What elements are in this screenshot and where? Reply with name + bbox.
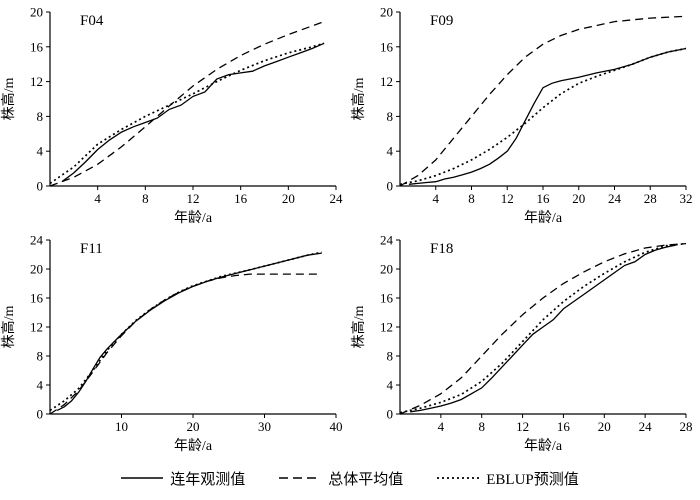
y-tick-label: 16 [380, 39, 394, 54]
y-tick-label: 16 [30, 39, 44, 54]
dotted-line-icon [437, 477, 480, 479]
y-tick-label: 20 [380, 262, 393, 277]
x-tick-label: 24 [608, 191, 622, 206]
y-tick-label: 24 [380, 233, 394, 248]
x-tick-label: 40 [330, 419, 343, 434]
y-tick-label: 12 [380, 74, 393, 89]
chart-f09: 4 8 12 16 20 24 28 32 0 4 8 12 16 20 年龄/a 株高/m F09 [350, 0, 700, 228]
y-tick-label: 0 [387, 407, 394, 422]
legend-item-eblup: EBLUP预测值 [437, 468, 579, 489]
legend-label-observed: 连年观测值 [170, 471, 246, 488]
series-dotted [49, 42, 325, 185]
x-tick-label: 16 [557, 419, 571, 434]
y-tick-label: 8 [37, 349, 44, 364]
y-tick-label: 24 [30, 233, 44, 248]
y-tick-label: 0 [387, 179, 394, 194]
x-tick-label: 4 [94, 191, 101, 206]
y-tick-label: 0 [37, 407, 44, 422]
panel-title: F18 [430, 241, 453, 257]
y-tick-label: 20 [30, 262, 43, 277]
chart-f18: 4 8 12 16 20 24 28 0 4 8 12 16 20 24 年龄/a 株高/m F18 [350, 228, 700, 456]
x-tick-label: 12 [187, 191, 200, 206]
y-tick-label: 12 [30, 74, 43, 89]
series-dotted [49, 251, 322, 412]
x-tick-label: 16 [537, 191, 551, 206]
series-solid [408, 47, 687, 185]
x-axis-label: 年龄/a [524, 438, 563, 454]
y-tick-label: 0 [37, 179, 44, 194]
chart-f18-svg: 4 8 12 16 20 24 28 0 4 8 12 16 20 24 年龄/a 株高/m F18 [350, 233, 693, 455]
y-tick-label: 8 [387, 349, 394, 364]
x-tick-label: 20 [187, 419, 200, 434]
x-tick-label: 10 [115, 419, 128, 434]
x-tick-label: 24 [330, 191, 344, 206]
y-axis-label: 株高/m [350, 78, 367, 121]
x-tick-label: 12 [516, 419, 529, 434]
y-tick-label: 20 [380, 5, 393, 20]
series-dashed [399, 242, 687, 415]
x-axis-label: 年龄/a [174, 210, 213, 226]
x-tick-label: 30 [258, 419, 271, 434]
x-tick-label: 32 [680, 191, 693, 206]
legend-label-mean: 总体平均值 [328, 471, 404, 488]
panel-title: F09 [430, 13, 453, 29]
x-axis-label: 年龄/a [524, 210, 563, 226]
y-axis-label: 株高/m [350, 306, 367, 349]
solid-line-icon [121, 477, 164, 479]
series-solid [61, 42, 325, 183]
legend-label-eblup: EBLUP预测值 [486, 471, 579, 488]
x-axis-label: 年龄/a [174, 438, 213, 454]
x-tick-label: 16 [234, 191, 248, 206]
series-dashed [399, 15, 687, 187]
x-tick-label: 28 [680, 419, 693, 434]
y-tick-label: 12 [380, 320, 393, 335]
y-tick-label: 8 [387, 109, 394, 124]
x-tick-label: 20 [282, 191, 295, 206]
series-dotted [399, 242, 687, 414]
panel-title: F11 [80, 241, 103, 257]
y-tick-label: 20 [30, 5, 43, 20]
y-axis-label: 株高/m [0, 78, 17, 121]
panel-title: F04 [80, 13, 104, 29]
x-tick-label: 4 [438, 419, 445, 434]
y-tick-label: 4 [387, 378, 394, 393]
y-tick-label: 12 [30, 320, 43, 335]
x-tick-label: 8 [468, 191, 475, 206]
series-solid [56, 252, 322, 411]
chart-f04: 4 8 12 16 20 24 0 4 8 12 16 20 年龄/a 株高/m F04 [0, 0, 350, 228]
x-tick-label: 20 [598, 419, 611, 434]
series-dashed [49, 273, 322, 415]
chart-f04-svg: 4 8 12 16 20 24 0 4 8 12 16 20 年龄/a 株高/m F04 [0, 5, 344, 227]
x-tick-label: 8 [142, 191, 149, 206]
y-tick-label: 16 [380, 291, 394, 306]
dashed-line-icon [279, 477, 322, 479]
legend-item-mean: 总体平均值 [279, 468, 403, 489]
y-tick-label: 8 [37, 109, 44, 124]
y-tick-label: 4 [387, 144, 394, 159]
series-solid [410, 244, 676, 413]
x-tick-label: 28 [644, 191, 657, 206]
chart-f11-svg: 10 20 30 40 0 4 8 12 16 20 24 年龄/a 株高/m F11 [0, 233, 343, 455]
x-tick-label: 24 [639, 419, 653, 434]
series-dotted [399, 47, 687, 186]
chart-f09-svg: 4 8 12 16 20 24 28 32 0 4 8 12 16 20 年龄/a 株高/m F09 [350, 5, 693, 227]
x-tick-label: 20 [572, 191, 585, 206]
y-tick-label: 16 [30, 291, 44, 306]
y-tick-label: 4 [37, 378, 44, 393]
chart-f11: 10 20 30 40 0 4 8 12 16 20 24 年龄/a 株高/m F11 [0, 228, 350, 456]
x-tick-label: 8 [478, 419, 485, 434]
x-tick-label: 12 [501, 191, 514, 206]
legend-item-observed: 连年观测值 [121, 468, 245, 489]
chart-grid: 4 8 12 16 20 24 0 4 8 12 16 20 年龄/a 株高/m F04 4 8 12 16 20 2… [0, 0, 700, 456]
series-dashed [49, 20, 325, 187]
legend: 连年观测值 总体平均值 EBLUP预测值 [0, 456, 700, 500]
x-tick-label: 4 [433, 191, 440, 206]
y-axis-label: 株高/m [0, 306, 17, 349]
y-tick-label: 4 [37, 144, 44, 159]
